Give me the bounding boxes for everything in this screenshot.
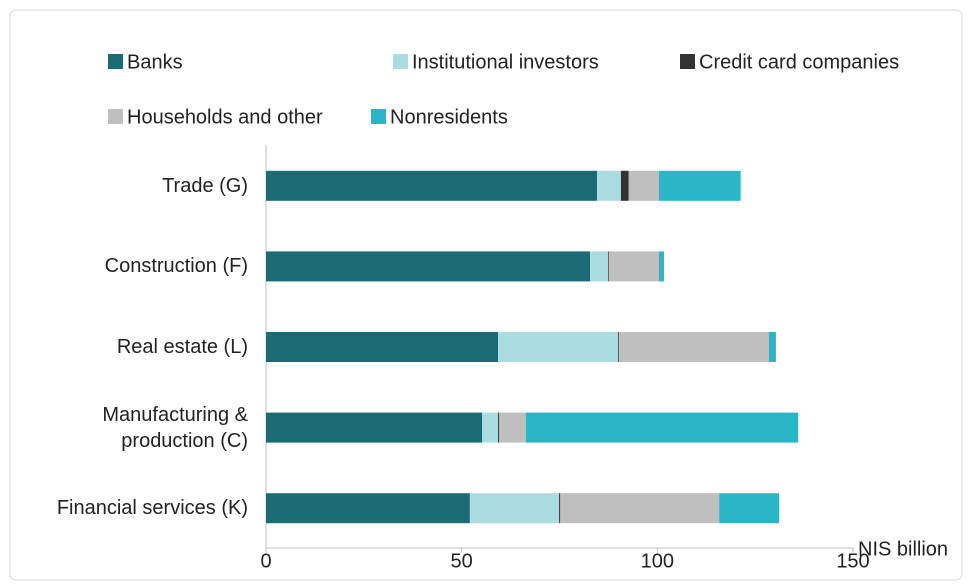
legend-swatch bbox=[371, 109, 386, 124]
x-tick-label: 150 bbox=[836, 550, 869, 572]
bar-segment bbox=[597, 170, 621, 201]
bar-segment bbox=[266, 251, 591, 282]
x-tick-label: 0 bbox=[260, 550, 271, 572]
legend-label: Households and other bbox=[127, 106, 323, 128]
y-tick-label: Construction (F) bbox=[104, 255, 248, 278]
y-tick-label: Real estate (L) bbox=[116, 336, 248, 358]
legend-label: Banks bbox=[127, 51, 183, 73]
bar-segment bbox=[559, 493, 561, 524]
bar-segment bbox=[560, 493, 720, 524]
bar-segment bbox=[525, 412, 799, 443]
y-tick-label: Manufacturing & production (C) bbox=[102, 403, 248, 452]
y-tick-label: Financial services (K) bbox=[56, 497, 248, 520]
bar-segment bbox=[499, 412, 526, 443]
bar-segment bbox=[469, 493, 560, 524]
bar-segment bbox=[658, 251, 664, 282]
bar-segment bbox=[482, 412, 499, 443]
legend-label: Institutional investors bbox=[412, 51, 599, 73]
bar-segment bbox=[498, 412, 500, 443]
bar-segment bbox=[266, 170, 598, 201]
bar-segment bbox=[618, 332, 619, 362]
bar-segment bbox=[608, 251, 609, 282]
bar-segment bbox=[768, 332, 776, 362]
bar-segment bbox=[658, 170, 741, 201]
x-tick-label: 100 bbox=[641, 550, 674, 572]
bar-segment bbox=[618, 332, 769, 362]
bar-segment bbox=[498, 332, 619, 362]
bar-segment bbox=[590, 251, 609, 282]
legend-swatch bbox=[680, 54, 695, 69]
bar-segment bbox=[620, 170, 629, 201]
legend-swatch bbox=[108, 54, 123, 69]
bar-segment bbox=[608, 251, 659, 282]
bar-segment bbox=[266, 412, 483, 443]
legend-label: Credit card companies bbox=[699, 51, 899, 73]
x-axis-label: NIS billion bbox=[858, 538, 948, 560]
bar-segment bbox=[266, 493, 470, 524]
bar-segment bbox=[628, 170, 659, 201]
legend-label: Nonresidents bbox=[390, 106, 508, 128]
legend-swatch bbox=[393, 54, 408, 69]
legend-swatch bbox=[108, 109, 123, 124]
x-tick-label: 50 bbox=[451, 550, 473, 572]
bar-segment bbox=[719, 493, 780, 524]
y-tick-label: Trade (G) bbox=[162, 174, 248, 197]
bar-segment bbox=[266, 332, 499, 362]
